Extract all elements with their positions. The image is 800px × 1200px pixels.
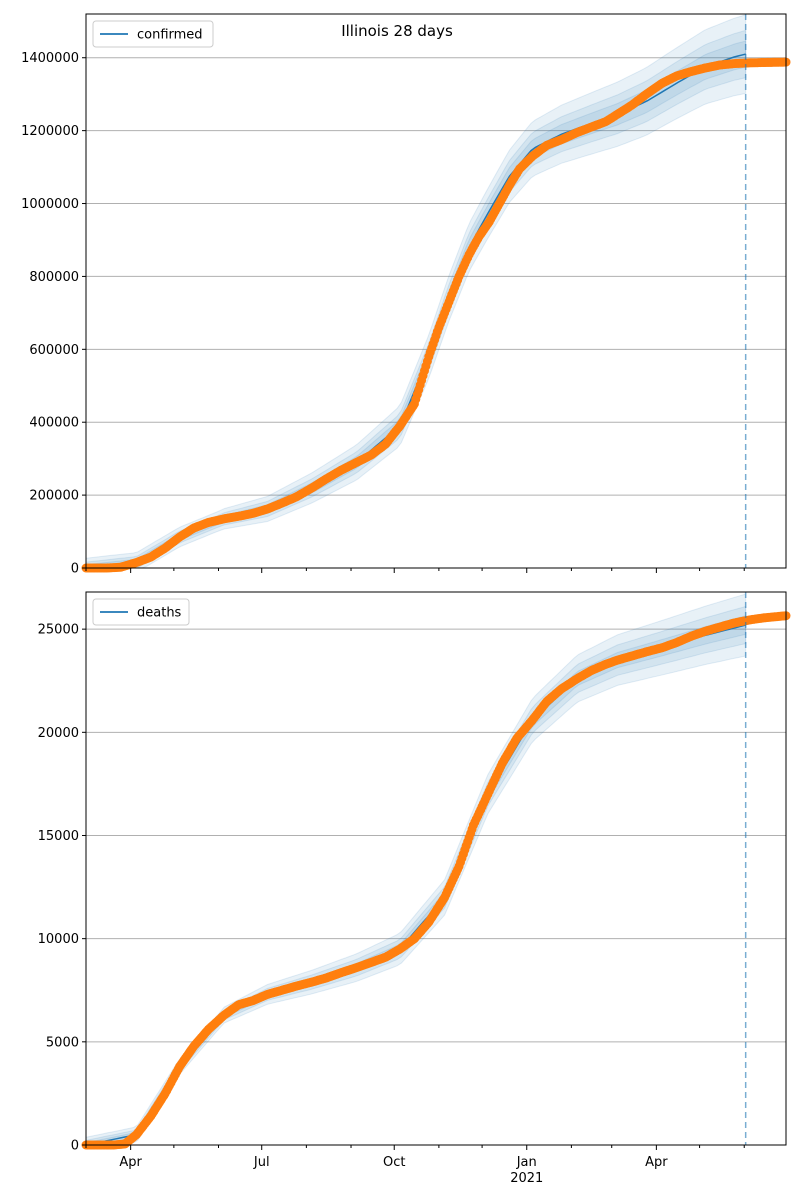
y-tick-label: 10000: [38, 932, 79, 947]
observed-series: [81, 57, 791, 573]
y-tick-label: 0: [71, 562, 79, 577]
x-tick-label: Jan: [516, 1155, 537, 1170]
legend-label: deaths: [137, 606, 182, 621]
legend-label: confirmed: [137, 28, 203, 43]
y-tick-label: 25000: [38, 623, 79, 638]
legend-box: [92, 598, 190, 626]
y-tick-label: 0: [71, 1139, 79, 1154]
legend: deaths: [92, 598, 190, 626]
legend-box: [92, 20, 214, 48]
x-tick-sublabel: 2021: [510, 1171, 543, 1186]
x-tick-label: Apr: [645, 1155, 668, 1170]
y-tick-label: 600000: [29, 343, 79, 358]
figure-suptitle: Illinois 28 days: [341, 22, 453, 40]
uncertainty-band: [85, 14, 747, 569]
y-tick-label: 1400000: [21, 51, 79, 66]
axes-frame: [85, 591, 787, 1146]
legend: confirmed: [92, 20, 214, 48]
y-tick-label: 800000: [29, 270, 79, 285]
y-tick-label: 1200000: [21, 124, 79, 139]
y-tick-label: 1000000: [21, 197, 79, 212]
axes-frame: [85, 13, 787, 569]
confirmed-panel: 0 200000 400000 600000 800000 1000000 1200000 1…: [21, 13, 791, 577]
y-tick-label: 15000: [38, 829, 79, 844]
y-tick-label: 5000: [46, 1035, 79, 1050]
y-tick-label: 20000: [38, 726, 79, 741]
y-tick-label: 400000: [29, 416, 79, 431]
x-tick-label: Oct: [383, 1155, 405, 1170]
observed-series: [81, 611, 791, 1150]
x-tick-label: Jul: [253, 1155, 270, 1170]
deaths-panel: 0 5000 10000 15000 20000 25000 Apr Jul Oct Jan202…: [38, 591, 791, 1186]
y-tick-label: 200000: [29, 489, 79, 504]
x-tick-label: Apr: [119, 1155, 142, 1170]
